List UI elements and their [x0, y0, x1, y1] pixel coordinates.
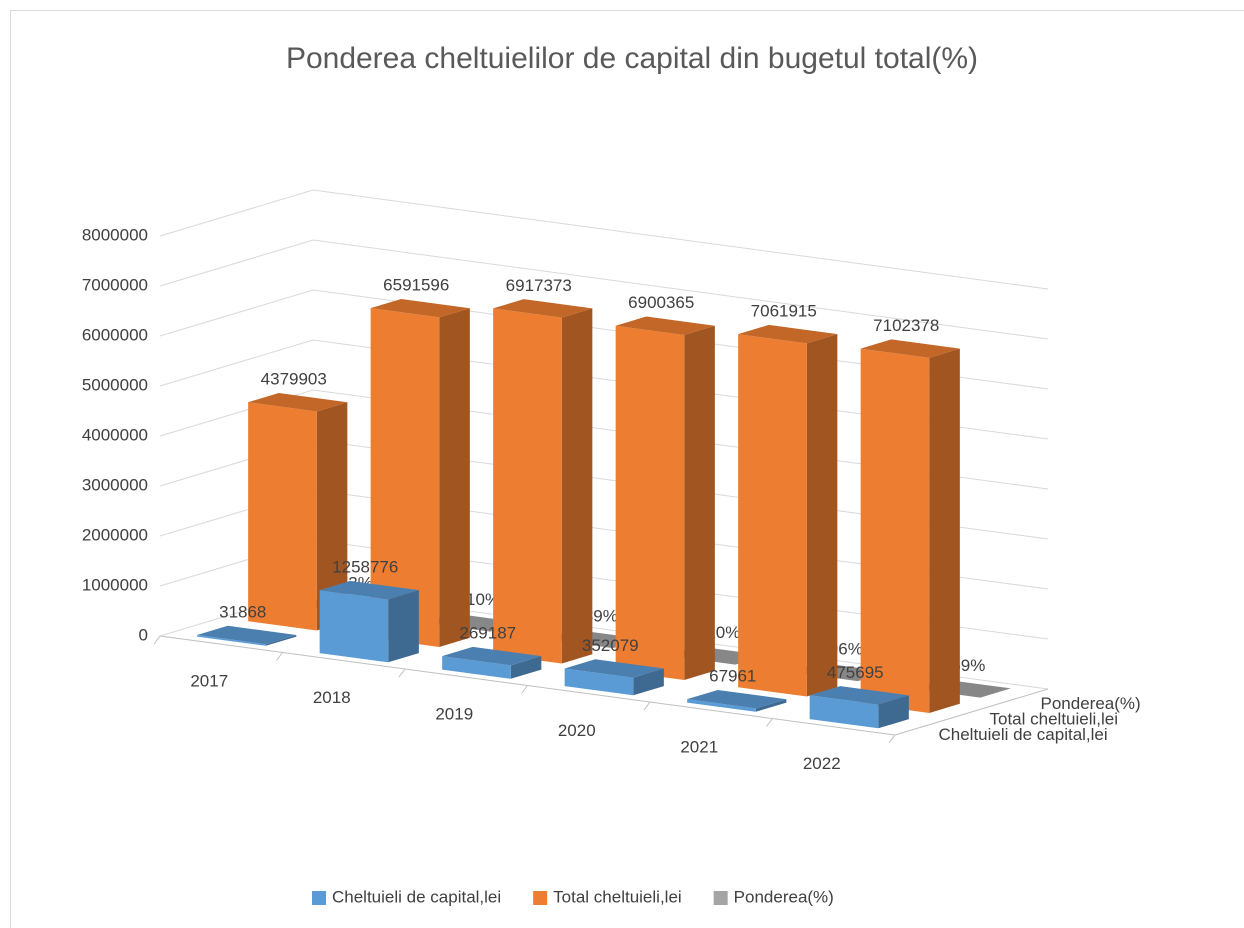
- x-tick-label: 2022: [803, 754, 841, 773]
- data-label: 6900365: [628, 293, 694, 312]
- bar-top: [197, 625, 297, 645]
- bar: [738, 324, 838, 697]
- bar-top: [493, 299, 593, 318]
- x-tick: [521, 685, 528, 694]
- x-tick-label: 2018: [313, 688, 351, 707]
- bar-side: [388, 590, 419, 663]
- bar-top: [809, 686, 909, 705]
- data-label: 352079: [582, 636, 639, 655]
- legend-swatch: [312, 891, 326, 905]
- x-tick-label: 2017: [190, 672, 228, 691]
- y-tick-label: 2000000: [82, 525, 148, 544]
- bar: [564, 659, 664, 696]
- x-tick: [153, 635, 161, 645]
- bar-side: [439, 308, 470, 647]
- y-tick-label: 7000000: [82, 275, 148, 294]
- data-label: 7061915: [751, 302, 817, 321]
- data-label: 67961: [709, 667, 756, 686]
- legend-label: Ponderea(%): [734, 887, 834, 906]
- depth-axis: [894, 688, 1049, 736]
- bar-front: [738, 334, 807, 697]
- bar-side: [878, 695, 909, 729]
- bar: [442, 646, 542, 679]
- x-tick-label: 2021: [680, 738, 718, 757]
- bar-top: [442, 646, 542, 666]
- bar: [248, 393, 348, 631]
- legend-label: Total cheltuieli,lei: [553, 887, 682, 906]
- chart-title: Ponderea cheltuielilor de capital din bu…: [286, 42, 978, 75]
- x-tick-label: 2019: [435, 705, 473, 724]
- y-tick-label: 8000000: [82, 225, 148, 244]
- bar: [319, 580, 419, 663]
- legend-swatch: [713, 891, 728, 905]
- x-tick: [643, 701, 651, 711]
- bar-front: [370, 308, 440, 647]
- bar-top: [860, 339, 960, 358]
- bar-side: [316, 402, 348, 631]
- bar-front: [319, 590, 389, 663]
- bar: [370, 298, 470, 647]
- bar-side: [561, 308, 593, 664]
- bar-front: [564, 668, 634, 696]
- legend-swatch: [533, 891, 548, 905]
- bar: [687, 689, 787, 712]
- bar: [615, 316, 715, 680]
- data-label: 7102378: [873, 316, 939, 335]
- data-label: 6591596: [383, 276, 449, 295]
- bar-side: [510, 656, 542, 679]
- bar-front: [248, 402, 317, 631]
- y-tick-label: 4000000: [82, 425, 148, 444]
- bar: [809, 686, 909, 729]
- bar-front: [809, 695, 879, 729]
- bar-front: [493, 308, 562, 664]
- data-label: 269187: [459, 624, 516, 643]
- grid-line: [159, 239, 1049, 340]
- bar-front: [197, 634, 266, 646]
- depth-label: Cheltuieli de capital,lei: [939, 725, 1108, 744]
- data-label: 475695: [827, 663, 884, 682]
- bar: [197, 625, 297, 646]
- bar-top: [370, 298, 470, 318]
- depth-label: Ponderea(%): [1041, 694, 1141, 713]
- x-tick-label: 2020: [558, 721, 596, 740]
- x-tick: [766, 718, 773, 727]
- x-tick: [276, 652, 283, 661]
- bar-top: [687, 689, 787, 709]
- y-tick-label: 0: [139, 625, 148, 644]
- bar-side: [633, 668, 664, 696]
- bar-side: [684, 325, 715, 680]
- x-tick: [398, 668, 406, 678]
- data-label: 4379903: [261, 370, 327, 389]
- bar: [860, 339, 960, 713]
- y-tick-label: 6000000: [82, 325, 148, 344]
- bar-front: [615, 325, 685, 680]
- bar-top: [319, 580, 419, 600]
- bar: [493, 299, 593, 664]
- x-tick: [888, 734, 896, 744]
- bar-top: [564, 659, 664, 678]
- bar-top: [738, 324, 838, 344]
- bar-front: [442, 656, 511, 679]
- bar-front: [687, 699, 756, 712]
- y-tick-label: 3000000: [82, 475, 148, 494]
- y-tick-label: 1000000: [82, 575, 148, 594]
- data-label: 6917373: [506, 276, 572, 295]
- bar-front: [860, 348, 930, 713]
- bar-top: [248, 393, 348, 412]
- depth-label: Total cheltuieli,lei: [990, 709, 1119, 728]
- grid-line: [159, 189, 1049, 290]
- data-label: 1258776: [332, 558, 398, 577]
- bar-side: [980, 688, 1011, 698]
- bar-side: [265, 635, 297, 646]
- bar-side: [755, 699, 787, 712]
- bar-top: [615, 316, 715, 335]
- legend-label: Cheltuieli de capital,lei: [332, 887, 501, 906]
- y-tick-label: 5000000: [82, 375, 148, 394]
- data-label: 31868: [219, 602, 266, 621]
- bar-side: [929, 348, 960, 713]
- bar-side: [806, 334, 838, 697]
